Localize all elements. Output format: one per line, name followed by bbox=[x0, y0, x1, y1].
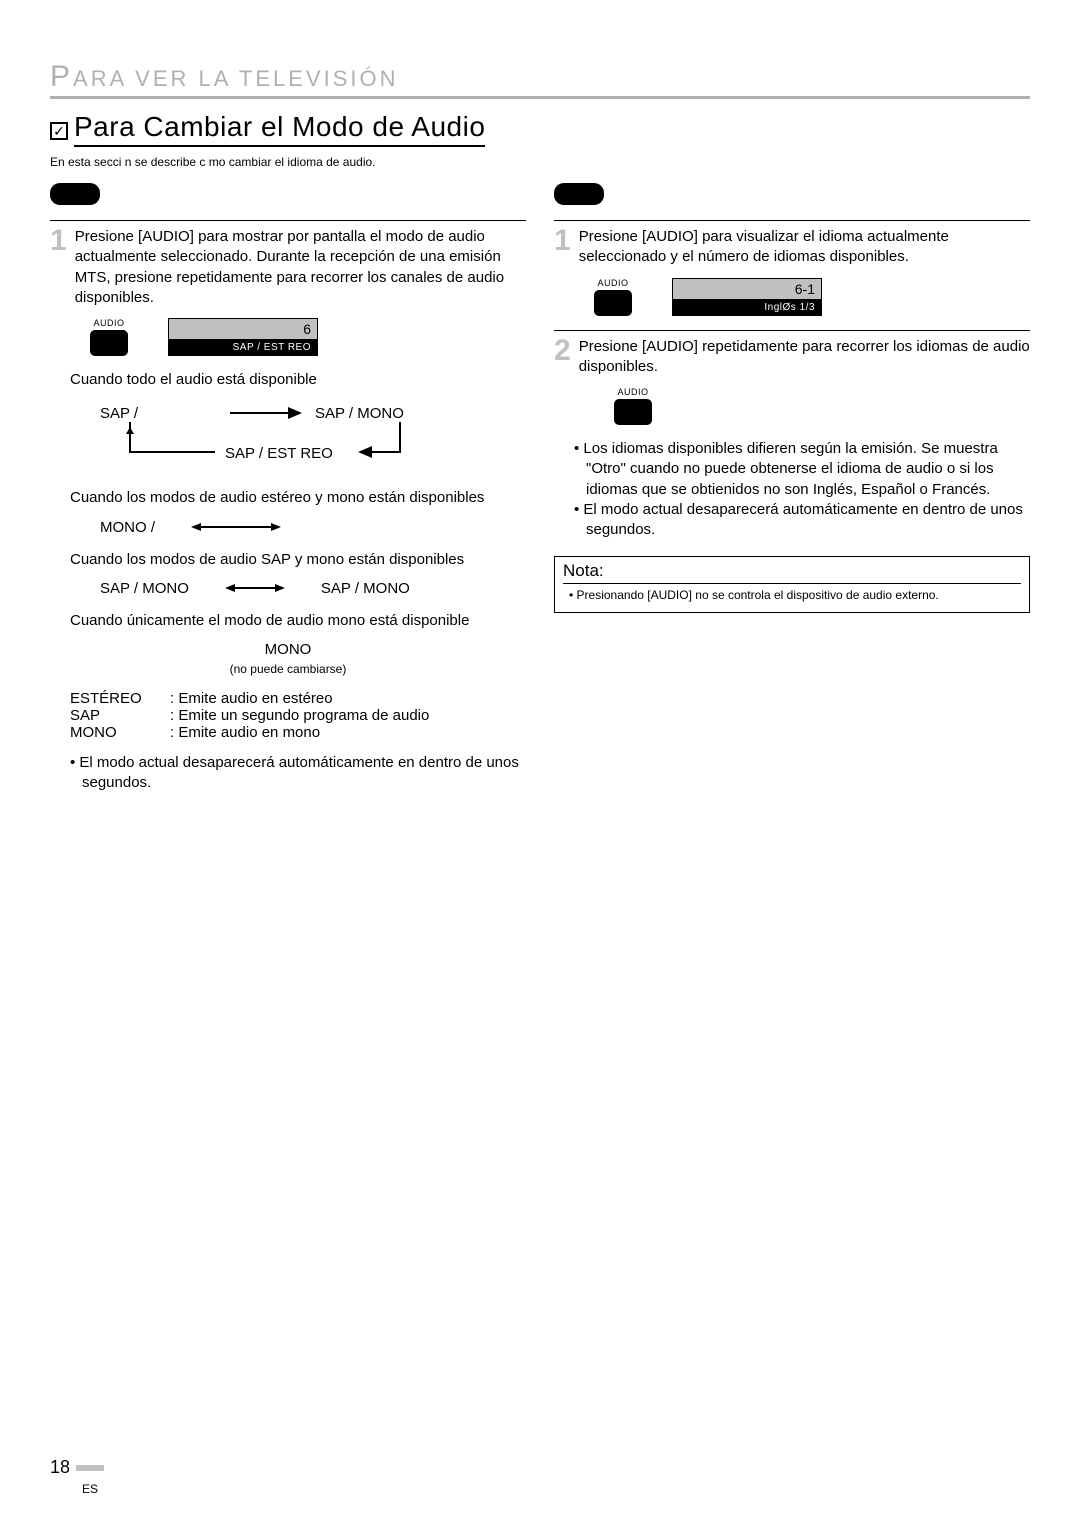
osd-channel: 6-1 bbox=[673, 279, 821, 300]
audio-label: AUDIO bbox=[617, 387, 648, 397]
step-text: Presione [AUDIO] para mostrar por pantal… bbox=[75, 227, 526, 308]
right-bullet-2: • El modo actual desaparecerá automática… bbox=[574, 500, 1030, 541]
right-bullet-1: • Los idiomas disponibles difieren según… bbox=[574, 439, 1030, 500]
language-code: ES bbox=[82, 1482, 98, 1496]
cycle-node-b: SAP / MONO bbox=[315, 405, 404, 422]
section-header: PARA VER LA TELEVISIÓN bbox=[50, 60, 1030, 99]
def-key: SAP bbox=[70, 707, 170, 724]
double-arrow-icon bbox=[225, 581, 285, 595]
osd-mode: SAP / EST REO bbox=[169, 340, 317, 355]
osd-display: 6-1 InglØs 1/3 bbox=[672, 278, 822, 316]
dtv-badge bbox=[554, 183, 604, 205]
sap-mono-a: SAP / MONO bbox=[100, 580, 189, 597]
avail-stereo-mono: Cuando los modos de audio estéreo y mono… bbox=[70, 488, 526, 508]
step-number: 1 bbox=[554, 227, 571, 254]
page-number: 18 bbox=[50, 1457, 70, 1478]
definitions-table: ESTÉREO: Emite audio en estéreo SAP: Emi… bbox=[70, 690, 526, 741]
note-box: Nota: • Presionando [AUDIO] no se contro… bbox=[554, 556, 1030, 613]
sap-mono-b: SAP / MONO bbox=[321, 580, 410, 597]
auto-hide-text: El modo actual desaparecerá automáticame… bbox=[79, 754, 518, 791]
no-change: (no puede cambiarse) bbox=[50, 662, 526, 676]
remote-button: AUDIO bbox=[614, 387, 652, 425]
def-val: : Emite audio en estéreo bbox=[170, 690, 333, 707]
audio-label: AUDIO bbox=[93, 318, 124, 328]
avail-sap-mono: Cuando los modos de audio SAP y mono est… bbox=[70, 550, 526, 570]
osd-display: 6 SAP / EST REO bbox=[168, 318, 318, 356]
right-column: 1 Presione [AUDIO] para visualizar el id… bbox=[554, 183, 1030, 794]
bullet-text: El modo actual desaparecerá automáticame… bbox=[583, 501, 1022, 538]
cycle-svg: SAP / SAP / MONO SAP / EST REO bbox=[100, 400, 430, 470]
def-val: : Emite un segundo programa de audio bbox=[170, 707, 429, 724]
tv-badge bbox=[50, 183, 100, 205]
cycle-node-c: SAP / EST REO bbox=[225, 445, 333, 462]
divider bbox=[554, 330, 1030, 331]
cycle-diagram-1: SAP / SAP / MONO SAP / EST REO bbox=[100, 400, 526, 474]
def-key: ESTÉREO bbox=[70, 690, 170, 707]
mono-only: MONO bbox=[50, 641, 526, 658]
def-key: MONO bbox=[70, 724, 170, 741]
audio-button-icon bbox=[594, 290, 632, 316]
audio-button-icon bbox=[90, 330, 128, 356]
note-title: Nota: bbox=[563, 561, 1021, 581]
step-text: Presione [AUDIO] para visualizar el idio… bbox=[579, 227, 1030, 268]
remote-button: AUDIO bbox=[90, 318, 128, 356]
avail-all-text: Cuando todo el audio está disponible bbox=[70, 370, 526, 390]
divider bbox=[50, 220, 526, 221]
osd-lang: InglØs 1/3 bbox=[673, 300, 821, 315]
left-column: 1 Presione [AUDIO] para mostrar por pant… bbox=[50, 183, 526, 794]
remote-row-2: AUDIO bbox=[614, 387, 1030, 425]
intro-text: En esta secci n se describe c mo cambiar… bbox=[50, 155, 1030, 169]
title-row: ✓ Para Cambiar el Modo de Audio bbox=[50, 111, 1030, 147]
audio-button-icon bbox=[614, 399, 652, 425]
step-number: 1 bbox=[50, 227, 67, 254]
right-step-2: 2 Presione [AUDIO] repetidamente para re… bbox=[554, 337, 1030, 378]
right-step-1: 1 Presione [AUDIO] para visualizar el id… bbox=[554, 227, 1030, 268]
audio-label: AUDIO bbox=[597, 278, 628, 288]
checkbox-icon: ✓ bbox=[50, 122, 68, 140]
note-bullet-text: Presionando [AUDIO] no se controla el di… bbox=[577, 588, 939, 602]
step-number: 2 bbox=[554, 337, 571, 364]
header-big-letter: P bbox=[50, 60, 73, 93]
left-step-1: 1 Presione [AUDIO] para mostrar por pant… bbox=[50, 227, 526, 308]
def-val: : Emite audio en mono bbox=[170, 724, 320, 741]
bullet-text: Los idiomas disponibles difieren según l… bbox=[583, 440, 997, 498]
mono-label: MONO / bbox=[100, 519, 155, 536]
remote-osd-row: AUDIO 6 SAP / EST REO bbox=[90, 318, 526, 356]
page-bar-icon bbox=[76, 1465, 104, 1471]
avail-only-mono: Cuando únicamente el modo de audio mono … bbox=[70, 611, 526, 631]
page-title: Para Cambiar el Modo de Audio bbox=[74, 111, 485, 147]
osd-channel: 6 bbox=[169, 319, 317, 340]
note-bullet: • Presionando [AUDIO] no se controla el … bbox=[569, 588, 1021, 604]
remote-button: AUDIO bbox=[594, 278, 632, 316]
cycle-node-a: SAP / bbox=[100, 405, 139, 422]
sap-mono-cycle: SAP / MONO SAP / MONO bbox=[100, 580, 526, 597]
auto-hide-bullet: • El modo actual desaparecerá automática… bbox=[70, 753, 526, 794]
step-text: Presione [AUDIO] repetidamente para reco… bbox=[579, 337, 1030, 378]
page-number-wrap: 18 bbox=[50, 1457, 104, 1478]
mono-cycle: MONO / bbox=[100, 519, 526, 536]
double-arrow-icon bbox=[191, 520, 281, 534]
header-rest: ARA VER LA TELEVISIÓN bbox=[73, 66, 399, 91]
remote-osd-row: AUDIO 6-1 InglØs 1/3 bbox=[594, 278, 1030, 316]
divider bbox=[554, 220, 1030, 221]
